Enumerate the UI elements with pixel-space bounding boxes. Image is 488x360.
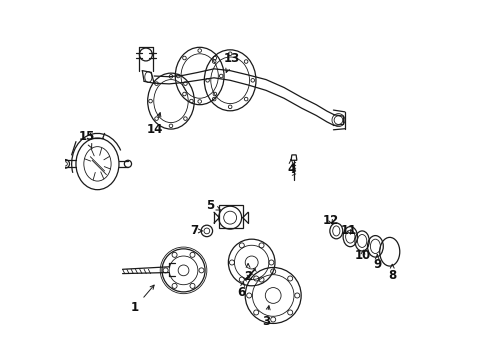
Text: 11: 11 (341, 224, 357, 238)
Text: 8: 8 (387, 264, 396, 282)
Text: 5: 5 (206, 199, 220, 212)
Text: 15: 15 (79, 130, 95, 149)
Text: 13: 13 (224, 51, 240, 72)
Text: 9: 9 (372, 255, 381, 271)
Text: 3: 3 (262, 306, 269, 328)
Text: 1: 1 (131, 285, 154, 314)
Text: 6: 6 (236, 282, 244, 300)
Text: 10: 10 (354, 249, 370, 262)
Text: 2: 2 (244, 264, 252, 283)
Text: 12: 12 (322, 214, 338, 227)
Text: 14: 14 (146, 113, 163, 136)
Text: 4: 4 (286, 159, 295, 176)
Text: 7: 7 (190, 224, 202, 238)
